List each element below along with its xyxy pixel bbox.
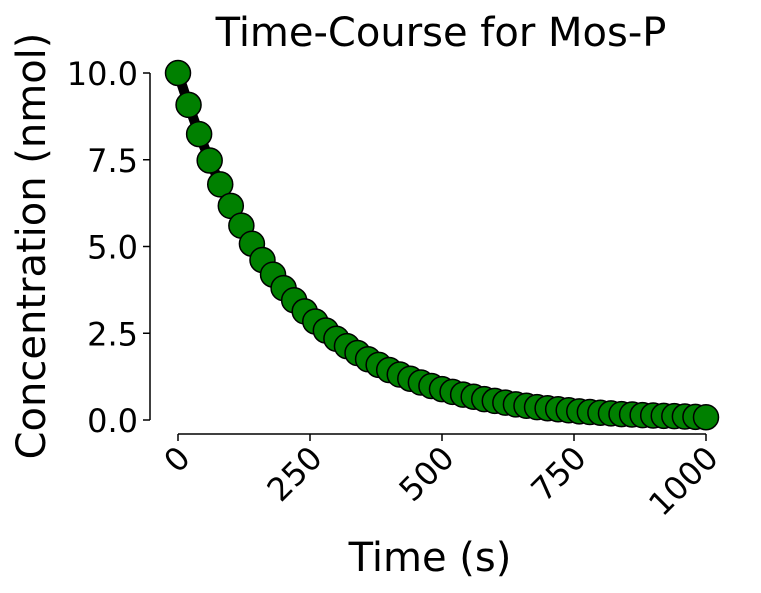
data-point bbox=[196, 147, 223, 174]
series-layer bbox=[164, 59, 720, 431]
chart-title: Time-Course for Mos-P bbox=[215, 10, 667, 56]
y-ticks: 0.0 2.5 5.0 7.5 10.0 bbox=[67, 55, 150, 440]
y-tick-label: 7.5 bbox=[87, 142, 138, 180]
data-point bbox=[692, 403, 720, 431]
data-point bbox=[164, 59, 192, 87]
y-tick-label: 0.0 bbox=[87, 402, 138, 440]
x-tick-label: 750 bbox=[524, 439, 594, 509]
y-tick-label: 2.5 bbox=[87, 315, 138, 353]
y-axis-label: Concentration (nmol) bbox=[9, 33, 55, 460]
data-point bbox=[175, 91, 202, 119]
y-tick-label: 5.0 bbox=[87, 229, 138, 267]
x-tick-label: 0 bbox=[156, 439, 197, 480]
x-axis-label: Time (s) bbox=[348, 535, 512, 581]
y-tick-label: 10.0 bbox=[67, 55, 138, 93]
data-point bbox=[206, 171, 234, 198]
x-ticks: 0 250 500 750 1000 bbox=[156, 434, 726, 523]
x-tick-label: 1000 bbox=[641, 439, 725, 523]
data-point bbox=[185, 120, 213, 148]
x-tick-label: 250 bbox=[260, 439, 330, 509]
x-tick-label: 500 bbox=[392, 439, 462, 509]
